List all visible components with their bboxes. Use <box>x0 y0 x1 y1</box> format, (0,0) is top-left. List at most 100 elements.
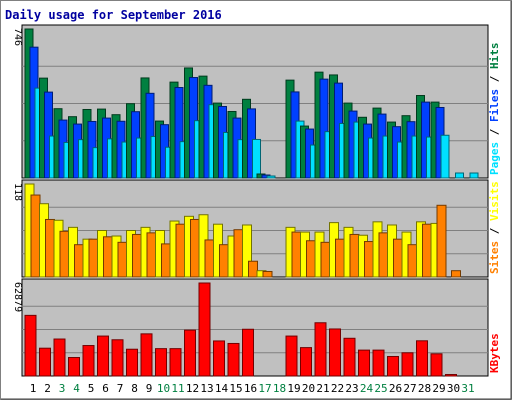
bar-sites <box>161 243 171 278</box>
bar-kbytes <box>242 328 254 377</box>
x-tick-label: 14 <box>215 382 229 395</box>
bar-kbytes <box>416 340 428 377</box>
y-max-label: 118 <box>12 183 23 201</box>
bar-pages <box>440 134 450 179</box>
bar-pages <box>266 175 276 179</box>
bar-kbytes <box>184 329 196 377</box>
y-max-label: 62879 <box>12 282 23 312</box>
bar-sites <box>451 270 461 278</box>
bar-pages <box>252 138 261 179</box>
bar-kbytes <box>97 335 109 377</box>
bar-sites <box>364 241 374 278</box>
legend-item-kbytes: KBytes <box>488 333 501 373</box>
bar-sites <box>45 218 55 278</box>
x-tick-label: 27 <box>403 382 416 395</box>
x-tick-label: 25 <box>374 382 387 395</box>
x-tick-label: 21 <box>316 382 329 395</box>
chart-title: Daily usage for September 2016 <box>5 8 222 22</box>
bar-kbytes <box>39 347 51 377</box>
bar-sites <box>335 238 345 278</box>
x-tick-label: 4 <box>73 382 80 395</box>
bar-sites <box>306 240 316 278</box>
x-tick-label: 16 <box>244 382 257 395</box>
x-tick-label: 6 <box>102 382 109 395</box>
x-tick-label: 5 <box>88 382 95 395</box>
x-tick-label: 19 <box>287 382 300 395</box>
bar-sites <box>248 260 258 278</box>
x-tick-label: 18 <box>273 382 286 395</box>
bar-kbytes <box>198 282 211 377</box>
bar-sites <box>349 233 360 278</box>
bar-visits <box>242 224 252 278</box>
bar-kbytes <box>387 355 399 377</box>
bar-sites <box>422 223 432 278</box>
bar-pages <box>455 172 464 179</box>
x-tick-label: 3 <box>59 382 66 395</box>
x-tick-label: 11 <box>171 382 184 395</box>
bar-kbytes <box>169 348 182 377</box>
x-tick-label: 2 <box>44 382 51 395</box>
bar-kbytes <box>401 352 414 377</box>
bar-kbytes <box>445 374 457 377</box>
bar-sites <box>407 244 418 278</box>
bar-kbytes <box>314 322 327 377</box>
bar-kbytes <box>329 328 341 377</box>
legend-item- /: / <box>488 69 501 89</box>
bar-kbytes <box>300 347 312 377</box>
legend: KBytes <box>488 333 501 373</box>
legend-item- /: / <box>488 122 501 142</box>
bar-sites <box>320 241 331 278</box>
x-tick-label: 23 <box>345 382 358 395</box>
x-tick-label: 30 <box>447 382 460 395</box>
legend-item-visits: Visits <box>488 181 501 221</box>
x-tick-label: 8 <box>131 382 138 395</box>
x-tick-label: 26 <box>389 382 402 395</box>
bar-sites <box>117 241 128 278</box>
legend: Sites / Visits <box>488 181 501 274</box>
bar-sites <box>204 239 215 278</box>
x-tick-label: 17 <box>258 382 271 395</box>
bar-sites <box>175 223 186 278</box>
bar-kbytes <box>358 349 370 377</box>
bar-kbytes <box>155 348 167 377</box>
bar-files <box>174 87 184 179</box>
bar-files <box>44 91 53 179</box>
x-tick-label: 22 <box>331 382 344 395</box>
x-tick-label: 7 <box>117 382 124 395</box>
legend-item-pages: Pages <box>488 142 501 175</box>
x-tick-label: 24 <box>360 382 374 395</box>
bar-sites <box>59 230 70 278</box>
bar-sites <box>233 229 244 278</box>
legend-item- /: / <box>488 221 501 241</box>
bar-pages <box>469 172 479 179</box>
bar-kbytes <box>126 348 138 377</box>
bar-sites <box>132 233 142 278</box>
bar-kbytes <box>430 353 443 377</box>
bar-kbytes <box>343 337 356 377</box>
bar-sites <box>30 194 41 278</box>
x-tick-label: 9 <box>146 382 153 395</box>
bar-kbytes <box>140 333 153 377</box>
legend-item-sites: Sites <box>488 241 501 274</box>
bar-sites <box>219 244 229 278</box>
bar-kbytes <box>53 338 66 377</box>
legend: Pages / Files / Hits <box>488 43 501 176</box>
bar-sites <box>146 232 157 278</box>
bar-files <box>319 78 329 179</box>
bar-sites <box>74 244 84 278</box>
bar-kbytes <box>227 342 240 377</box>
x-tick-label: 31 <box>461 382 474 395</box>
x-tick-label: 15 <box>229 382 242 395</box>
bar-kbytes <box>111 339 124 377</box>
bar-sites <box>436 204 447 278</box>
bar-sites <box>393 238 403 278</box>
legend-item-hits: Hits <box>488 43 501 70</box>
x-tick-label: 29 <box>432 382 445 395</box>
bar-kbytes <box>285 335 298 377</box>
bar-sites <box>103 236 113 278</box>
bar-files <box>145 92 155 179</box>
bar-kbytes <box>82 345 95 377</box>
x-tick-label: 12 <box>186 382 199 395</box>
bar-sites <box>291 231 302 278</box>
